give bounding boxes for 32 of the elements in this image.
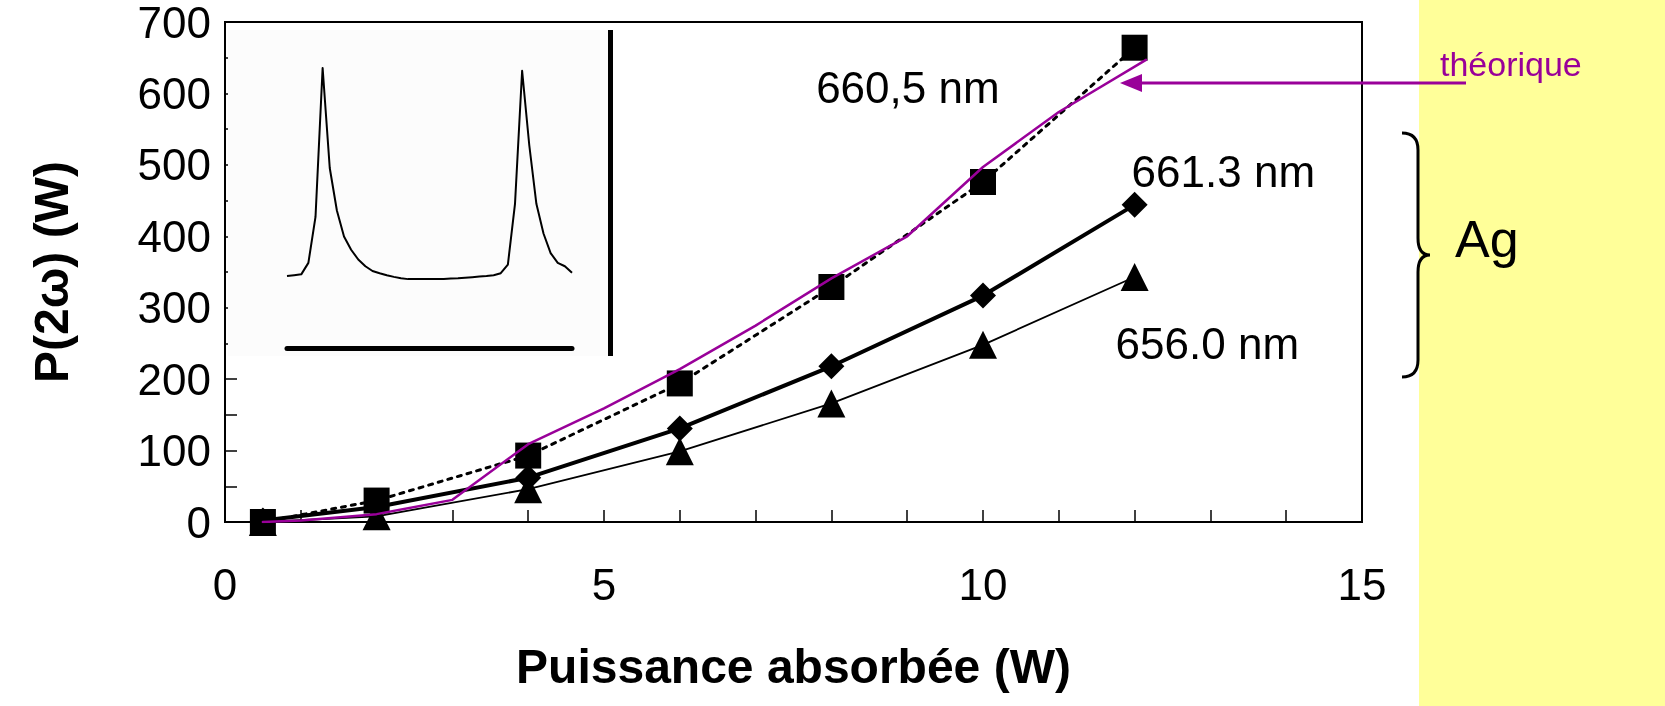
x-tick-label: 15 bbox=[1337, 559, 1387, 609]
y-tick-label: 300 bbox=[137, 283, 211, 333]
point bbox=[970, 169, 996, 195]
x-tick-label: 5 bbox=[591, 559, 617, 609]
point bbox=[969, 330, 997, 359]
y-tick-label: 500 bbox=[137, 140, 211, 190]
point bbox=[666, 370, 693, 397]
y-tick-label: 200 bbox=[137, 354, 211, 404]
series-label: 656.0 nm bbox=[1115, 318, 1300, 368]
text: théorique bbox=[1439, 44, 1582, 83]
x-axis-title: Puissance absorbée (W) bbox=[516, 639, 1071, 693]
point bbox=[818, 353, 845, 380]
y-axis-title: P(2ω) (W) bbox=[24, 161, 78, 383]
point bbox=[665, 437, 694, 466]
series-label: 660,5 nm bbox=[816, 63, 1000, 113]
point bbox=[1121, 191, 1148, 218]
y-tick-label: 700 bbox=[137, 0, 211, 47]
x-tick-label: 10 bbox=[958, 559, 1008, 609]
point bbox=[363, 487, 390, 514]
point bbox=[1120, 263, 1149, 291]
y-tick-label: 600 bbox=[137, 68, 211, 118]
point bbox=[515, 442, 542, 469]
point bbox=[818, 274, 845, 300]
y-tick-label: 400 bbox=[137, 211, 211, 261]
series-label: 661.3 nm bbox=[1131, 147, 1316, 197]
y-tick-label: 100 bbox=[137, 426, 211, 476]
point bbox=[817, 389, 846, 418]
text: Ag bbox=[1455, 210, 1519, 268]
point bbox=[970, 282, 996, 309]
y-tick-label: 0 bbox=[186, 497, 211, 547]
point bbox=[666, 415, 693, 442]
point bbox=[1121, 34, 1148, 61]
